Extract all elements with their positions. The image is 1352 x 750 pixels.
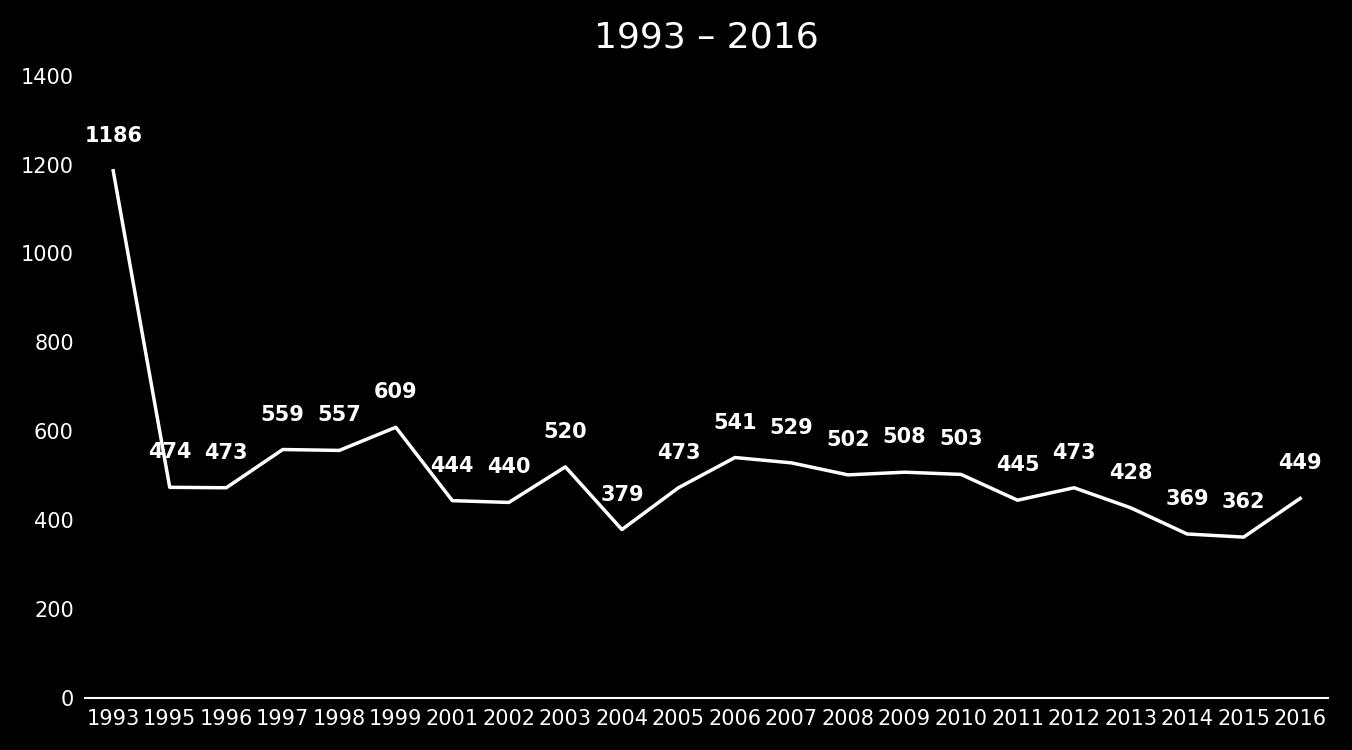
Text: 502: 502 xyxy=(826,430,869,450)
Text: 445: 445 xyxy=(995,455,1040,476)
Text: 440: 440 xyxy=(487,458,530,478)
Text: 1186: 1186 xyxy=(84,126,142,146)
Text: 379: 379 xyxy=(600,484,644,505)
Text: 369: 369 xyxy=(1165,489,1209,509)
Text: 474: 474 xyxy=(147,442,192,462)
Text: 444: 444 xyxy=(430,456,475,476)
Text: 473: 473 xyxy=(204,442,247,463)
Text: 503: 503 xyxy=(940,430,983,449)
Text: 362: 362 xyxy=(1222,492,1265,512)
Text: 473: 473 xyxy=(1052,442,1096,463)
Text: 529: 529 xyxy=(769,418,814,438)
Text: 541: 541 xyxy=(713,413,757,433)
Text: 449: 449 xyxy=(1279,454,1322,473)
Text: 557: 557 xyxy=(318,406,361,425)
Text: 520: 520 xyxy=(544,422,587,442)
Text: 508: 508 xyxy=(883,427,926,447)
Text: 609: 609 xyxy=(375,382,418,402)
Text: 473: 473 xyxy=(657,442,700,463)
Text: 428: 428 xyxy=(1109,463,1152,483)
Title: 1993 – 2016: 1993 – 2016 xyxy=(595,21,819,55)
Text: 559: 559 xyxy=(261,404,304,424)
